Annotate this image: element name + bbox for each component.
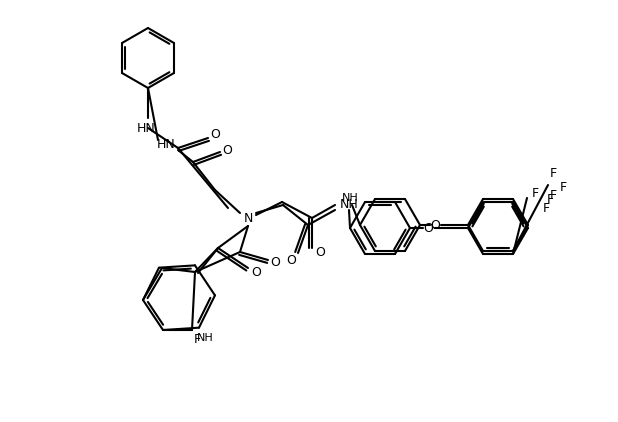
Text: NH: NH bbox=[342, 193, 359, 203]
Text: O: O bbox=[423, 222, 433, 235]
Text: F: F bbox=[547, 192, 554, 206]
Text: HN: HN bbox=[156, 138, 176, 151]
Text: F: F bbox=[549, 167, 557, 179]
Text: O: O bbox=[251, 265, 261, 279]
Text: F: F bbox=[549, 189, 557, 201]
Text: NH: NH bbox=[340, 197, 359, 211]
Text: HN: HN bbox=[137, 122, 155, 135]
Text: N: N bbox=[243, 211, 253, 225]
Text: F: F bbox=[559, 181, 567, 194]
Text: NH: NH bbox=[197, 333, 214, 343]
Text: O: O bbox=[210, 127, 220, 141]
Text: O: O bbox=[270, 255, 280, 268]
Text: F: F bbox=[193, 333, 201, 346]
Text: F: F bbox=[543, 201, 550, 214]
Text: O: O bbox=[286, 254, 296, 267]
Text: O: O bbox=[222, 143, 232, 157]
Text: O: O bbox=[430, 219, 440, 232]
Text: F: F bbox=[531, 187, 538, 200]
Text: O: O bbox=[315, 246, 325, 260]
